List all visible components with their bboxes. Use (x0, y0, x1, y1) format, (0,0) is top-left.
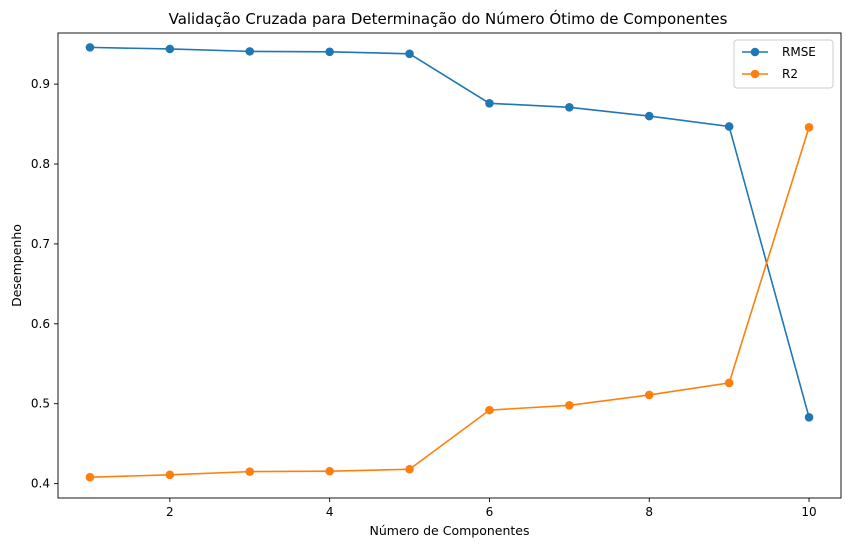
data-point-rmse (485, 99, 494, 108)
y-axis-ticks: 0.4 0.5 0.6 0.7 0.8 0.9 (31, 77, 58, 491)
data-point-rmse (644, 111, 654, 121)
y-tick-label: 0.6 (31, 317, 50, 331)
y-tick-label: 0.8 (31, 157, 50, 171)
x-axis-label: Número de Componentes (370, 523, 530, 538)
legend: RMSE R2 (733, 39, 834, 89)
legend-marker-rmse (750, 47, 760, 57)
data-point-r2 (165, 470, 175, 480)
x-tick-label: 4 (326, 505, 334, 519)
data-point-r2 (565, 401, 574, 410)
legend-marker-r2 (750, 69, 760, 79)
y-tick-label: 0.5 (31, 397, 50, 411)
legend-label-r2: R2 (782, 67, 798, 81)
data-point-rmse (724, 122, 734, 131)
series-line-r2 (89, 127, 810, 479)
data-point-r2 (405, 464, 414, 474)
x-tick-label: 10 (801, 505, 816, 519)
x-tick-label: 6 (486, 505, 494, 519)
x-axis-ticks: 2 4 6 8 10 (166, 498, 817, 519)
data-point-rmse (245, 47, 255, 56)
x-tick-label: 2 (166, 505, 174, 519)
x-tick-label: 8 (645, 505, 653, 519)
plot-area (58, 33, 841, 498)
data-point-rmse (325, 47, 334, 57)
data-point-rmse (804, 413, 814, 422)
plot-frame (57, 32, 842, 499)
data-point-rmse (165, 44, 175, 54)
y-tick-label: 0.9 (31, 77, 50, 91)
y-tick-label: 0.7 (31, 237, 50, 251)
data-point-r2 (485, 405, 494, 415)
data-point-r2 (85, 472, 95, 482)
chart-title: Validação Cruzada para Determinação do N… (169, 9, 728, 28)
series-layer (85, 43, 814, 482)
data-point-rmse (85, 43, 95, 52)
data-point-rmse (565, 103, 574, 112)
y-axis-label: Desempenho (9, 224, 24, 307)
data-point-r2 (325, 466, 334, 476)
data-point-r2 (804, 122, 814, 132)
legend-label-rmse: RMSE (782, 45, 816, 59)
series-line-rmse (89, 46, 810, 418)
data-point-r2 (245, 467, 255, 476)
y-tick-label: 0.4 (31, 477, 50, 491)
data-point-r2 (644, 390, 654, 400)
data-point-r2 (724, 378, 734, 388)
data-point-rmse (405, 49, 414, 59)
